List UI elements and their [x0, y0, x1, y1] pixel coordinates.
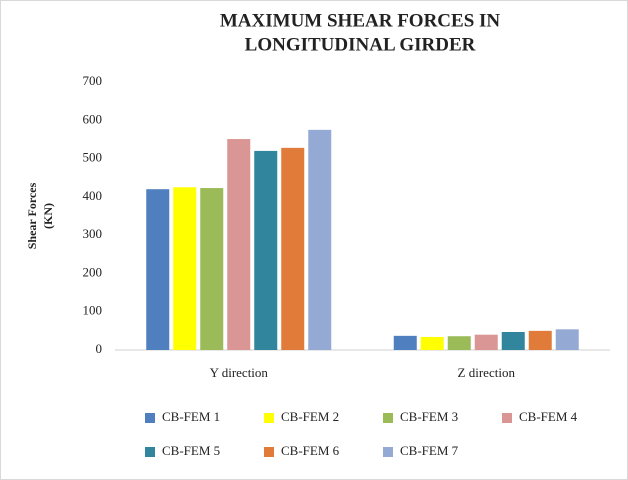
bar	[281, 147, 305, 350]
legend-label: CB-FEM 5	[162, 443, 220, 458]
y-tick-label: 600	[83, 111, 103, 126]
legend-label: CB-FEM 1	[162, 409, 220, 424]
y-tick-label: 400	[83, 188, 103, 203]
legend-label: CB-FEM 6	[281, 443, 340, 458]
legend-swatch	[502, 413, 512, 423]
y-tick-label: 0	[96, 341, 103, 356]
legend-label: CB-FEM 3	[400, 409, 458, 424]
y-tick-label: 200	[83, 264, 103, 279]
chart-title: MAXIMUM SHEAR FORCES IN	[220, 10, 501, 31]
x-tick-label: Y direction	[210, 365, 269, 380]
y-tick-label: 300	[83, 226, 103, 241]
bar	[173, 187, 197, 350]
legend-label: CB-FEM 2	[281, 409, 339, 424]
y-axis-label: Shear Forces (KN)	[25, 182, 55, 249]
bar	[474, 334, 498, 350]
bar	[447, 336, 471, 350]
bar	[528, 330, 552, 350]
bar	[393, 335, 417, 350]
y-tick-label: 500	[83, 150, 103, 165]
bar	[254, 150, 278, 350]
legend-swatch	[264, 413, 274, 423]
x-tick-label: Z direction	[458, 365, 516, 380]
legend-swatch	[383, 413, 393, 423]
chart-title: LONGITUDINAL GIRDER	[245, 34, 476, 55]
bar	[555, 329, 579, 350]
legend-swatch	[145, 413, 155, 423]
y-tick-label: 700	[83, 73, 103, 88]
bar	[420, 336, 444, 350]
legend-label: CB-FEM 4	[519, 409, 578, 424]
bar	[308, 129, 332, 350]
legend-swatch	[145, 447, 155, 457]
y-axis-label-line: (KN)	[41, 203, 55, 229]
bar	[200, 188, 224, 350]
legend-swatch	[383, 447, 393, 457]
legend-label: CB-FEM 7	[400, 443, 459, 458]
bar	[501, 332, 525, 350]
bar	[146, 189, 170, 350]
bar	[227, 139, 251, 350]
y-tick-label: 100	[83, 303, 103, 318]
y-axis-label-line: Shear Forces	[25, 182, 39, 249]
legend-swatch	[264, 447, 274, 457]
